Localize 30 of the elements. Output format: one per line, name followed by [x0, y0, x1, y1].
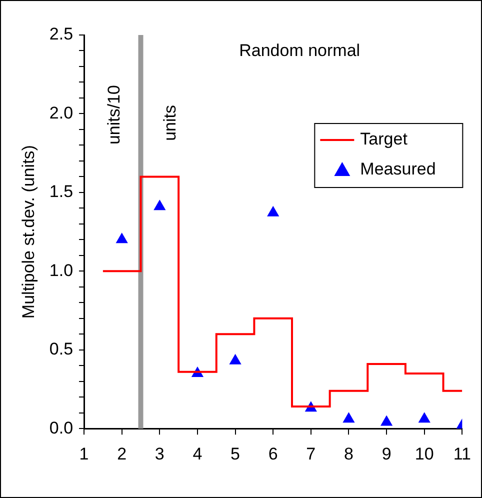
- x-tick-label: 1: [79, 444, 89, 464]
- legend-label: Measured: [360, 160, 436, 179]
- point: [418, 412, 430, 423]
- annotation: units: [160, 105, 180, 141]
- y-axis-title: Multipole st.dev. (units): [18, 145, 38, 319]
- x-tick-label: 6: [268, 444, 278, 464]
- point: [380, 415, 393, 426]
- y-tick-label: 2.0: [49, 103, 74, 122]
- x-tick-label: 2: [117, 444, 127, 464]
- y-tick-label: 0.5: [49, 340, 74, 359]
- x-tick-label: 4: [192, 444, 202, 464]
- x-tick-label: 5: [230, 444, 240, 464]
- point: [154, 200, 166, 210]
- annotation: units/10: [104, 85, 124, 145]
- point: [116, 232, 128, 244]
- x-tick-label: 11: [453, 444, 472, 464]
- point: [342, 412, 355, 423]
- point: [267, 206, 280, 216]
- y-tick-label: 2.5: [49, 24, 74, 44]
- x-tick-label: 3: [154, 444, 164, 464]
- x-tick-label: 8: [344, 444, 354, 464]
- x-tick-label: 7: [306, 444, 316, 464]
- point: [229, 354, 242, 364]
- chart-title: Random normal: [239, 41, 360, 60]
- y-tick-label: 1.5: [49, 182, 74, 202]
- x-tick-label: 10: [414, 444, 434, 464]
- x-tick-label: 9: [382, 444, 392, 464]
- y-tick-label: 0.0: [49, 418, 74, 438]
- legend-label: Target: [360, 130, 408, 149]
- y-tick-label: 1.0: [49, 260, 74, 280]
